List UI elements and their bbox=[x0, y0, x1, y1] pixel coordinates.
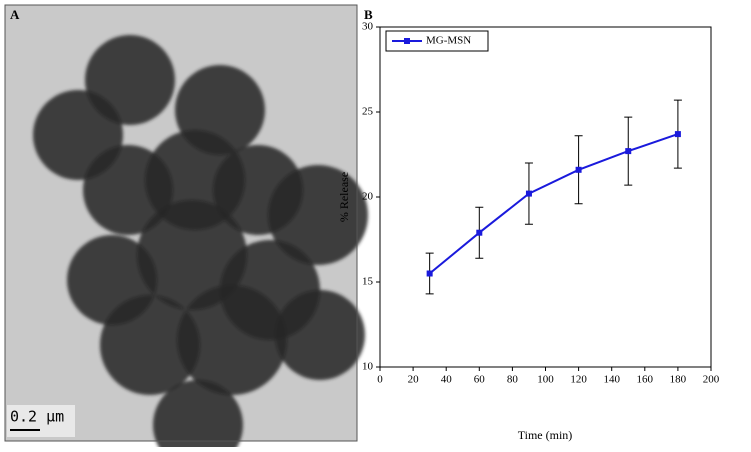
marker bbox=[525, 190, 532, 197]
plot-frame bbox=[379, 26, 712, 368]
x-tick-label: 100 bbox=[537, 374, 554, 386]
legend-box bbox=[385, 30, 489, 52]
x-tick-label: 60 bbox=[474, 374, 486, 386]
marker bbox=[476, 229, 483, 236]
x-tick-label: 80 bbox=[507, 374, 519, 386]
marker bbox=[674, 131, 681, 138]
legend-label: MG-MSN bbox=[426, 35, 471, 47]
x-tick-label: 140 bbox=[603, 374, 620, 386]
y-tick-label: 15 bbox=[362, 276, 374, 288]
x-axis-title: Time (min) bbox=[518, 428, 573, 442]
y-tick-label: 10 bbox=[362, 361, 374, 373]
series-line bbox=[429, 133, 679, 275]
panel-label: A bbox=[10, 7, 20, 22]
tem-image: 0.2 µm bbox=[4, 4, 368, 452]
panel-label: B bbox=[364, 7, 373, 22]
x-tick-label: 120 bbox=[570, 374, 587, 386]
legend-marker bbox=[404, 38, 410, 44]
y-axis-title: % Release bbox=[337, 172, 351, 222]
x-tick-label: 200 bbox=[703, 374, 720, 386]
x-tick-label: 0 bbox=[377, 374, 383, 386]
x-tick-label: 20 bbox=[408, 374, 420, 386]
marker bbox=[625, 148, 632, 155]
x-tick-label: 160 bbox=[637, 374, 654, 386]
marker bbox=[575, 166, 582, 173]
x-tick-label: 180 bbox=[670, 374, 687, 386]
y-tick-label: 20 bbox=[362, 191, 374, 203]
y-tick-label: 30 bbox=[362, 21, 374, 33]
marker bbox=[426, 270, 433, 277]
y-tick-label: 25 bbox=[362, 106, 374, 118]
scale-bar-label: 0.2 µm bbox=[10, 408, 64, 426]
x-tick-label: 40 bbox=[441, 374, 453, 386]
